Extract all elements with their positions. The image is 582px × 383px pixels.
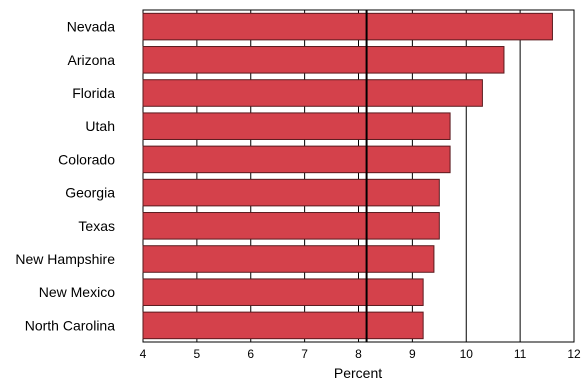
- x-tick-label-7: 7: [301, 347, 308, 361]
- category-label-new-mexico: New Mexico: [39, 284, 115, 300]
- category-label-colorado: Colorado: [58, 151, 115, 167]
- bar-florida: [142, 79, 483, 107]
- category-label-new-hampshire: New Hampshire: [15, 251, 115, 267]
- bar-nevada: [142, 12, 553, 41]
- x-tick-label-4: 4: [140, 347, 147, 361]
- category-label-florida: Florida: [72, 85, 115, 101]
- bar-new-mexico: [142, 278, 424, 306]
- x-tick-labels: 4 5 6 7 8 9 10 11 12: [140, 347, 581, 361]
- category-label-arizona: Arizona: [68, 52, 116, 68]
- x-tick-label-11: 11: [514, 347, 527, 361]
- bar-new-hampshire: [142, 245, 435, 273]
- category-label-nevada: Nevada: [67, 19, 115, 35]
- bars: [142, 12, 553, 340]
- bar-colorado: [142, 145, 451, 174]
- bar-north-carolina: [142, 311, 424, 340]
- bar-texas: [142, 212, 440, 240]
- category-label-georgia: Georgia: [65, 185, 115, 201]
- category-labels: Nevada Arizona Florida Utah Colorado Georgia T…: [15, 19, 115, 334]
- x-tick-label-5: 5: [194, 347, 201, 361]
- x-tick-label-8: 8: [355, 347, 362, 361]
- x-tick-label-12: 12: [567, 347, 581, 361]
- category-label-utah: Utah: [85, 118, 115, 134]
- x-tick-label-10: 10: [460, 347, 474, 361]
- x-tick-label-6: 6: [247, 347, 254, 361]
- category-label-north-carolina: North Carolina: [25, 317, 115, 333]
- bar-utah: [142, 112, 451, 140]
- bar-georgia: [142, 178, 440, 207]
- bar-arizona: [142, 46, 505, 74]
- x-axis-title: Percent: [334, 365, 382, 381]
- x-tick-label-9: 9: [409, 347, 416, 361]
- category-label-texas: Texas: [78, 218, 115, 234]
